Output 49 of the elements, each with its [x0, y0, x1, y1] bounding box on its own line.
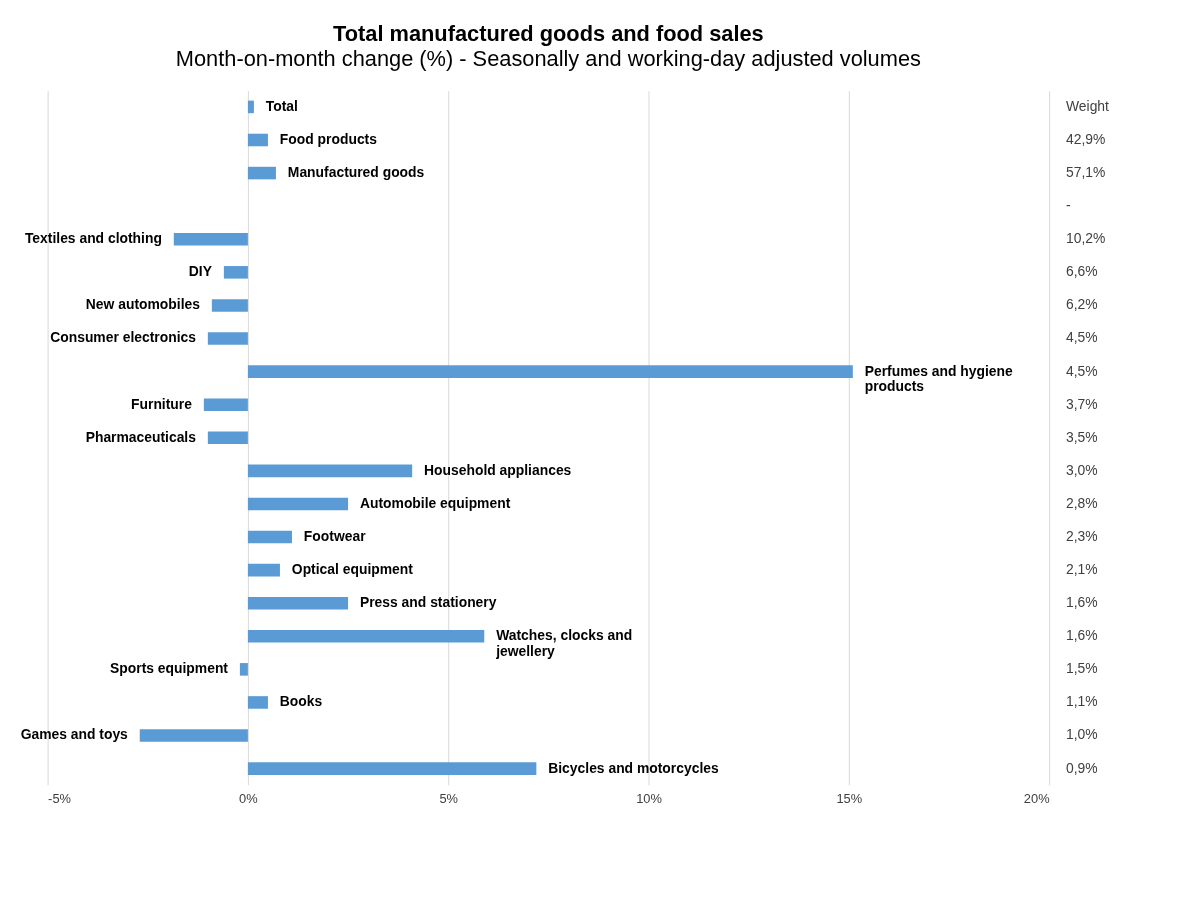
chart-title: Total manufactured goods and food sales	[333, 21, 764, 47]
y-tick-label: DIY	[188, 263, 213, 280]
y-tick-label: Optical equipment	[291, 561, 414, 578]
y-tick-label: Watches, clocks and jewellery	[495, 627, 633, 660]
y-tick-label: Household appliances	[424, 461, 572, 478]
y2-tick-label: 4,5%	[1066, 329, 1098, 346]
x-tick-label: 15%	[836, 791, 863, 807]
y2-tick-label: 57,1%	[1066, 164, 1106, 181]
y-tick-label: Total	[265, 97, 298, 114]
x-tick-label: -5%	[48, 791, 71, 807]
y2-tick-label: 1,5%	[1066, 660, 1098, 677]
y2-tick-label: 1,1%	[1066, 693, 1098, 710]
y-tick-label: Games and toys	[20, 726, 129, 743]
y2-tick-label: 6,2%	[1066, 296, 1098, 313]
y-tick-label: Perfumes and hygiene products	[864, 362, 1014, 395]
y-tick-label: Footwear	[303, 527, 367, 544]
y-tick-label: Manufactured goods	[287, 164, 425, 181]
y2-tick-label: 2,1%	[1066, 561, 1098, 578]
y2-tick-label: 1,0%	[1066, 726, 1098, 743]
y-tick-label: Sports equipment	[110, 660, 229, 677]
y2-tick-label: 0,9%	[1066, 759, 1098, 776]
y2-tick-label: Weight	[1066, 97, 1110, 114]
x-tick-label: 0%	[239, 791, 258, 807]
y2-tick-label: 2,3%	[1066, 527, 1098, 544]
y-tick-label: Food products	[279, 130, 378, 147]
y-tick-label: Furniture	[131, 395, 193, 412]
y2-tick-label: 2,8%	[1066, 494, 1098, 511]
y-tick-label: Consumer electronics	[50, 329, 197, 346]
y2-tick-label: -	[1066, 197, 1071, 214]
y-tick-label: Bicycles and motorcycles	[548, 759, 719, 776]
x-tick-label: 5%	[439, 791, 459, 807]
y-tick-label: Books	[279, 693, 323, 710]
y-tick-label: Press and stationery	[359, 594, 497, 611]
y2-tick-label: 1,6%	[1066, 594, 1098, 611]
y2-tick-label: 3,5%	[1066, 428, 1098, 445]
y2-tick-label: 42,9%	[1066, 130, 1106, 147]
x-tick-label: 10%	[636, 791, 662, 807]
y-tick-label: Textiles and clothing	[24, 230, 162, 247]
x-tick-label: 20%	[1023, 791, 1050, 807]
y-tick-label: Automobile equipment	[359, 494, 511, 511]
y-tick-label: New automobiles	[85, 296, 201, 313]
y2-tick-label: 3,0%	[1066, 461, 1098, 478]
y-tick-label: Pharmaceuticals	[85, 428, 197, 445]
y2-tick-label: 1,6%	[1066, 627, 1098, 644]
y2-tick-label: 4,5%	[1066, 362, 1098, 379]
y2-tick-label: 10,2%	[1066, 230, 1106, 247]
y2-tick-label: 3,7%	[1066, 395, 1098, 412]
y2-tick-label: 6,6%	[1066, 263, 1098, 280]
chart-subtitle: Month-on-month change (%) - Seasonally and working-day adjusted volumes	[175, 45, 922, 71]
